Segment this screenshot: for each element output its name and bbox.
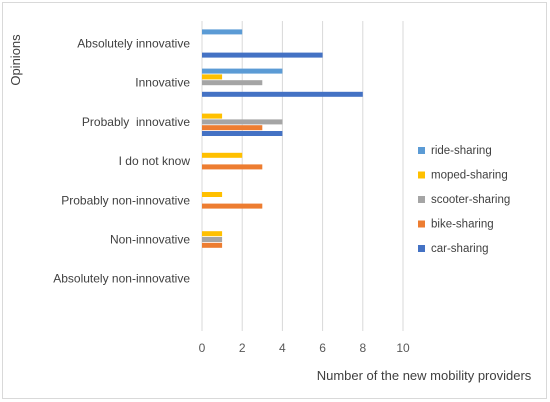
x-axis-title: Number of the new mobility providers (317, 368, 532, 383)
category-label: Non-innovative (110, 233, 190, 247)
gridlines (201, 21, 404, 331)
bar-scooter-sharing-5 (202, 237, 223, 242)
x-tick-label: 4 (279, 341, 286, 355)
x-tick-labels: 0 2 4 6 8 10 (199, 341, 410, 355)
category-label: Probably innovative (82, 115, 190, 129)
bar-moped-sharing-3 (202, 152, 243, 158)
category-label: Absolutely non-innovative (53, 272, 190, 286)
legend-swatch-scooter-sharing (418, 196, 425, 203)
bar-ride-sharing-1 (202, 68, 283, 74)
legend-swatch-moped-sharing (418, 171, 425, 179)
legend-label-scooter-sharing: scooter-sharing (431, 194, 510, 206)
x-tick-label: 6 (319, 341, 326, 355)
category-label: Innovative (135, 76, 190, 90)
x-tick-label: 8 (359, 341, 366, 355)
category-labels: Absolutely innovative Innovative Probably … (53, 37, 190, 286)
legend-swatch-ride-sharing (418, 147, 425, 154)
bar-car-sharing-0 (202, 52, 323, 58)
bar-bike-sharing-3 (202, 164, 263, 170)
bar-moped-sharing-5 (202, 231, 223, 237)
legend: ride-sharing moped-sharing scooter-sharing… (418, 145, 510, 255)
bar-car-sharing-2 (202, 131, 283, 136)
legend-label-car-sharing: car-sharing (431, 243, 489, 255)
legend-label-ride-sharing: ride-sharing (431, 145, 492, 157)
bar-moped-sharing-1 (202, 74, 223, 80)
bars (202, 29, 363, 248)
bar-scooter-sharing-2 (202, 119, 283, 125)
x-tick-label: 0 (199, 341, 206, 355)
bar-moped-sharing-4 (202, 192, 223, 197)
category-label: I do not know (119, 154, 191, 168)
category-label: Absolutely innovative (77, 37, 190, 51)
y-axis-title: Opinions (8, 34, 23, 86)
bar-car-sharing-1 (202, 91, 363, 97)
bar-bike-sharing-4 (202, 203, 263, 209)
bar-ride-sharing-0 (202, 29, 243, 35)
legend-label-bike-sharing: bike-sharing (431, 219, 494, 231)
x-tick-label: 2 (239, 341, 246, 355)
bar-moped-sharing-2 (202, 113, 223, 119)
chart-frame (2, 2, 547, 399)
legend-swatch-bike-sharing (418, 220, 425, 228)
legend-swatch-car-sharing (418, 245, 425, 252)
legend-label-moped-sharing: moped-sharing (431, 170, 508, 182)
bar-bike-sharing-2 (202, 125, 263, 131)
category-label: Probably non-innovative (61, 193, 190, 207)
bar-bike-sharing-5 (202, 242, 223, 248)
bar-scooter-sharing-1 (202, 80, 263, 86)
x-tick-label: 10 (396, 341, 410, 355)
